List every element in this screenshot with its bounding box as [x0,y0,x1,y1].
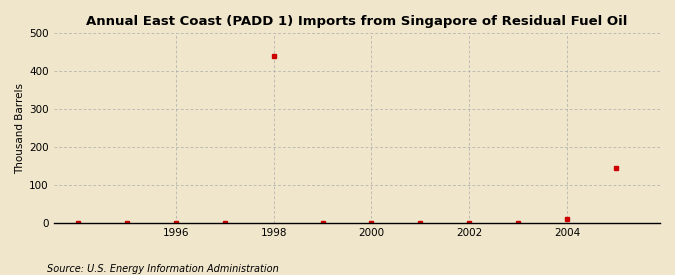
Title: Annual East Coast (PADD 1) Imports from Singapore of Residual Fuel Oil: Annual East Coast (PADD 1) Imports from … [86,15,628,28]
Y-axis label: Thousand Barrels: Thousand Barrels [15,83,25,174]
Text: Source: U.S. Energy Information Administration: Source: U.S. Energy Information Administ… [47,264,279,274]
